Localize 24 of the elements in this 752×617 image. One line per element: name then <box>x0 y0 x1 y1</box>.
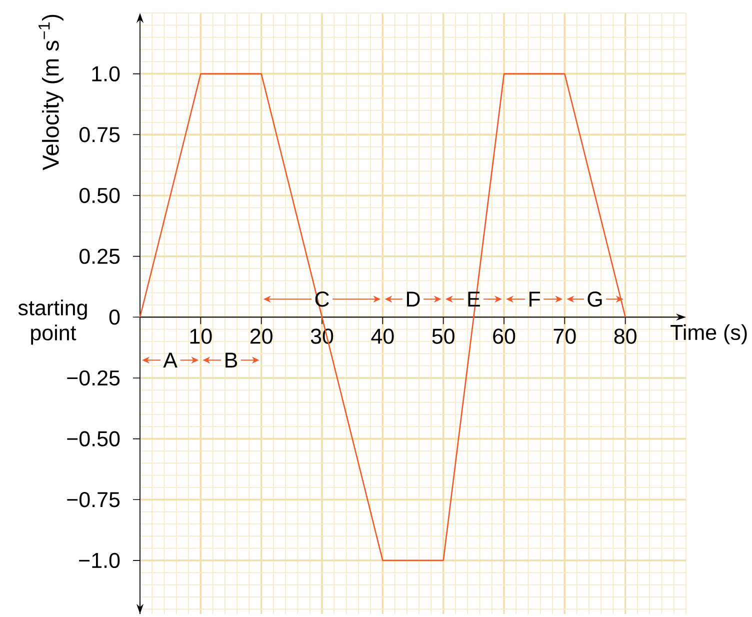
x-tick-label: 40 <box>371 328 394 344</box>
x-axis-title: Time (s) <box>670 324 747 344</box>
annotation: B <box>226 352 238 368</box>
x-tick-label: 70 <box>554 328 576 344</box>
y-axis-title: Velocity (m s$^{−1}$) <box>38 14 64 170</box>
annotation: A <box>163 352 178 368</box>
y-tick-label: −0.75 <box>67 492 120 508</box>
x-tick-label: 10 <box>190 328 212 344</box>
y-tick-label: 1.0 <box>92 66 120 82</box>
x-tick-label: 20 <box>250 328 272 344</box>
annotation: G <box>588 292 602 307</box>
y-tick-label: 0.25 <box>79 248 120 264</box>
text: starting point <box>18 300 87 345</box>
annotation: F <box>530 292 540 307</box>
x-tick-label: 60 <box>493 328 516 344</box>
y-tick-label: −0.25 <box>67 370 120 386</box>
y-tick-label: 0.50 <box>79 188 120 204</box>
y-tick-label: 0.75 <box>79 127 120 142</box>
y-tick-label: −0.50 <box>67 431 120 446</box>
annotation: D <box>407 292 420 307</box>
x-tick-label: 80 <box>614 328 636 344</box>
y-tick-label: −1.0 <box>79 552 120 568</box>
y-tick-label: 0 <box>109 310 120 325</box>
x-tick-label: 50 <box>432 328 454 344</box>
